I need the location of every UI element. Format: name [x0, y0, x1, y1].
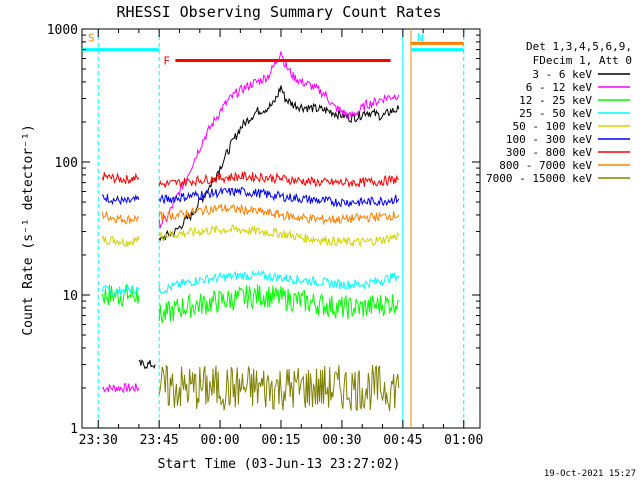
legend-entry-label-4: 50 - 100 keV	[513, 120, 593, 133]
pre-gap-series-line-0	[102, 382, 140, 394]
pre-gap-series-line-4	[101, 193, 140, 206]
legend-header-line-1: Det 1,3,4,5,6,9,	[526, 40, 632, 53]
legend-entry-label-8: 7000 - 15000 keV	[486, 172, 592, 185]
x-tick-label-1: 23:45	[140, 433, 179, 448]
series-line-3	[158, 269, 400, 294]
y-tick-label-1: 10	[62, 289, 78, 304]
axis-group: 23:30 23:45 00:00 00:15 00:30 00:45 01:00 1 10 10…	[47, 23, 484, 448]
y-tick-label-3: 1000	[47, 23, 78, 38]
series-line-0	[158, 85, 400, 242]
x-tick-label-4: 00:30	[322, 433, 361, 448]
x-tick-label-6: 01:00	[444, 433, 483, 448]
flag-label-S: S	[88, 32, 95, 45]
flag-bar-group: S N F	[82, 32, 464, 67]
footer-date: 19-Oct-2021 15:27	[544, 469, 636, 479]
flag-label-N: N	[417, 32, 424, 45]
legend-entry-label-1: 6 - 12 keV	[526, 81, 593, 94]
series-line-5	[158, 186, 400, 208]
x-tick-label-0: 23:30	[79, 433, 118, 448]
x-axis-label: Start Time (03-Jun-13 23:27:02)	[158, 457, 401, 472]
y-tick-label-0: 1	[70, 422, 78, 437]
legend-entry-label-6: 300 - 800 keV	[506, 146, 592, 159]
pre-gap-series-line-6	[101, 210, 140, 225]
legend-entry-label-5: 100 - 300 keV	[506, 133, 592, 146]
pre-gap-series-line-5	[101, 172, 140, 184]
chart-title: RHESSI Observing Summary Count Rates	[116, 3, 441, 21]
vertical-marker-group	[97, 29, 465, 428]
legend-entry-label-7: 800 - 7000 keV	[499, 159, 592, 172]
legend: Det 1,3,4,5,6,9, FDecim 1, Att 0 3 - 6 k…	[486, 40, 632, 185]
x-tick-label-3: 00:15	[261, 433, 300, 448]
series-group	[101, 51, 400, 412]
legend-header-line-2: FDecim 1, Att 0	[533, 54, 632, 67]
series-line-8	[158, 364, 400, 412]
flag-label-F: F	[163, 54, 170, 67]
legend-entry-label-3: 25 - 50 keV	[519, 107, 592, 120]
pre-gap-series-line-3	[101, 234, 140, 248]
legend-entry-label-0: 3 - 6 keV	[532, 68, 592, 81]
legend-entry-label-2: 12 - 25 keV	[519, 94, 592, 107]
plot-frame	[81, 28, 481, 429]
series-line-4	[158, 224, 400, 248]
series-line-6	[158, 171, 399, 189]
pre-gap-series-line-2	[101, 284, 140, 298]
y-tick-label-2: 100	[55, 156, 78, 171]
y-axis-label: Count Rate (s⁻¹ detector⁻¹)	[21, 124, 36, 335]
x-tick-label-5: 00:45	[383, 433, 422, 448]
series-line-7	[158, 202, 400, 226]
series-line-2	[158, 284, 399, 324]
pre-gap-series-line-1	[101, 284, 140, 307]
x-tick-label-2: 00:00	[201, 433, 240, 448]
pre-gap-series-line-7	[138, 359, 156, 370]
